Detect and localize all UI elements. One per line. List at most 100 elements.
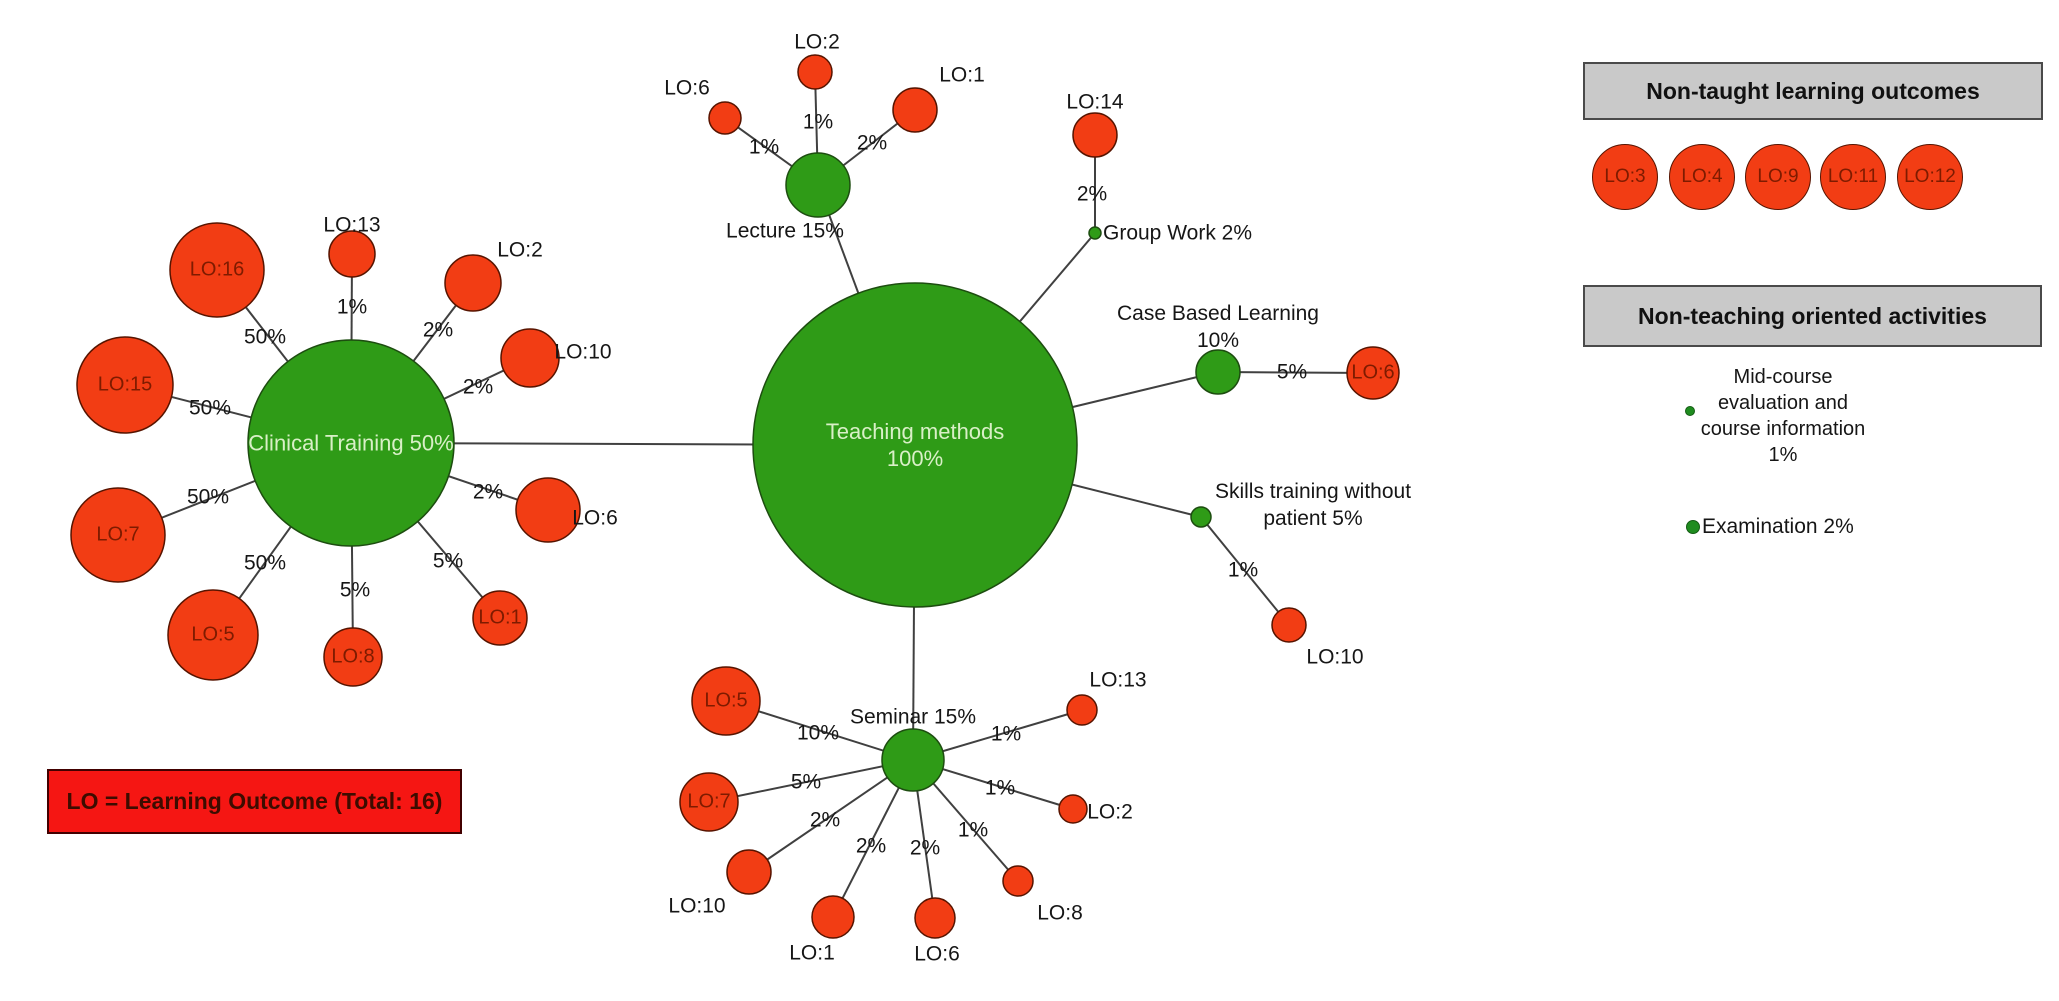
seminar-lo13-label: LO:13 — [1089, 668, 1147, 692]
lecture-lo6-label: LO:6 — [664, 76, 710, 100]
non-taught-circle-lo11: LO:11 — [1820, 144, 1886, 210]
examination-item: Examination 2% — [1702, 515, 1854, 538]
legend-box: LO = Learning Outcome (Total: 16) — [47, 769, 462, 834]
seminar-lo2-pct: 1% — [984, 776, 1016, 800]
node-case-based-learning — [1195, 349, 1241, 395]
node-teaching-methods — [752, 282, 1078, 608]
lecture-lo1-label: LO:1 — [939, 63, 985, 87]
node-clinical-lo6 — [515, 477, 581, 543]
node-group-work — [1088, 226, 1102, 240]
seminar-lo8-pct: 1% — [957, 818, 989, 842]
node-clinical-lo8 — [323, 627, 383, 687]
mid-course-dot-icon — [1685, 406, 1695, 416]
clinical-lo13-pct: 1% — [336, 295, 368, 319]
clinical-lo2-pct: 2% — [422, 318, 454, 342]
node-clinical-lo13 — [328, 230, 376, 278]
node-seminar-lo5 — [691, 666, 761, 736]
node-lecture-lo6 — [708, 101, 742, 135]
edge-seminar--seminar-lo7 — [708, 759, 914, 803]
node-clinical-lo1 — [472, 590, 528, 646]
node-seminar-lo8 — [1002, 865, 1034, 897]
seminar-lo1-pct: 2% — [855, 834, 887, 858]
non-taught-lo3-label: LO:3 — [1604, 166, 1646, 187]
seminar-lo2-label: LO:2 — [1087, 800, 1133, 824]
node-lecture-lo1 — [892, 87, 938, 133]
node-seminar-lo13 — [1066, 694, 1098, 726]
clinical-lo15-pct: 50% — [188, 396, 232, 420]
cbl-lo6-pct: 5% — [1276, 360, 1308, 384]
node-skills-lo10 — [1271, 607, 1307, 643]
seminar-lo5-pct: 10% — [796, 721, 840, 745]
seminar-lo13-pct: 1% — [990, 722, 1022, 746]
seminar-lo8-label: LO:8 — [1037, 901, 1083, 925]
skills-training-label: Skills training without patient 5% — [1214, 480, 1412, 530]
group-work-lo14-label: LO:14 — [1066, 90, 1124, 114]
node-seminar-lo6 — [914, 897, 956, 939]
lecture-label: Lecture 15% — [726, 219, 844, 243]
edge-skills-training--skills-lo10 — [1200, 516, 1290, 626]
edge-seminar--seminar-lo10 — [748, 759, 914, 873]
clinical-lo5-pct: 50% — [243, 551, 287, 575]
node-group-work-lo14 — [1072, 112, 1118, 158]
lecture-lo6-pct: 1% — [748, 135, 780, 159]
seminar-lo10-pct: 2% — [809, 808, 841, 832]
legend-text: LO = Learning Outcome (Total: 16) — [66, 788, 443, 814]
node-seminar — [881, 728, 945, 792]
clinical-lo16-pct: 50% — [243, 325, 287, 349]
node-skills-training — [1190, 506, 1212, 528]
lecture-lo1-pct: 2% — [856, 131, 888, 155]
non-taught-circle-lo12: LO:12 — [1897, 144, 1963, 210]
node-seminar-lo10 — [726, 849, 772, 895]
lecture-lo2-pct: 1% — [802, 110, 834, 134]
non-taught-lo12-label: LO:12 — [1904, 166, 1956, 187]
lecture-lo2-label: LO:2 — [794, 30, 840, 54]
node-clinical-lo15 — [76, 336, 174, 434]
mid-course-item: Mid-course evaluation and course informa… — [1700, 366, 1866, 466]
skills-lo10-label: LO:10 — [1306, 645, 1364, 669]
node-clinical-lo5 — [167, 589, 259, 681]
seminar-label: Seminar 15% — [849, 705, 977, 729]
clinical-lo7-pct: 50% — [186, 485, 230, 509]
non-taught-lo4-label: LO:4 — [1681, 166, 1723, 187]
clinical-lo6-label: LO:6 — [572, 506, 618, 530]
clinical-lo2-label: LO:2 — [497, 238, 543, 262]
non-taught-lo9-label: LO:9 — [1757, 166, 1799, 187]
seminar-lo7-pct: 5% — [790, 770, 822, 794]
node-clinical-lo7 — [70, 487, 166, 583]
clinical-lo13-label: LO:13 — [323, 213, 381, 237]
node-seminar-lo2 — [1058, 794, 1088, 824]
clinical-lo8-pct: 5% — [339, 578, 371, 602]
node-cbl-lo6 — [1346, 346, 1400, 400]
node-clinical-training — [247, 339, 455, 547]
non-taught-circle-lo9: LO:9 — [1745, 144, 1811, 210]
clinical-lo1-pct: 5% — [432, 549, 464, 573]
node-clinical-lo16 — [169, 222, 265, 318]
clinical-lo6-pct: 2% — [472, 480, 504, 504]
non-taught-circle-lo4: LO:4 — [1669, 144, 1735, 210]
non-taught-lo11-label: LO:11 — [1827, 166, 1879, 187]
case-based-learning-label: Case Based Learning 10% — [1117, 302, 1319, 352]
skills-lo10-pct: 1% — [1227, 558, 1259, 582]
node-lecture — [785, 152, 851, 218]
group-work-label: Group Work 2% — [1103, 221, 1252, 245]
non-taught-header: Non-taught learning outcomes — [1583, 62, 2043, 120]
seminar-lo6-pct: 2% — [909, 836, 941, 860]
seminar-lo1-label: LO:1 — [789, 941, 835, 965]
non-taught-circle-lo3: LO:3 — [1592, 144, 1658, 210]
non-teaching-header: Non-teaching oriented activities — [1583, 285, 2042, 347]
clinical-lo10-label: LO:10 — [554, 340, 612, 364]
seminar-lo6-label: LO:6 — [914, 942, 960, 966]
node-lecture-lo2 — [797, 54, 833, 90]
examination-dot-icon — [1686, 520, 1700, 534]
non-teaching-header-label: Non-teaching oriented activities — [1638, 302, 1987, 329]
group-work-lo14-pct: 2% — [1076, 182, 1108, 206]
seminar-lo10-label: LO:10 — [668, 894, 726, 918]
non-taught-header-label: Non-taught learning outcomes — [1646, 77, 1980, 104]
node-clinical-lo10 — [500, 328, 560, 388]
clinical-lo10-pct: 2% — [462, 375, 494, 399]
node-seminar-lo1 — [811, 895, 855, 939]
node-seminar-lo7 — [679, 772, 739, 832]
node-clinical-lo2 — [444, 254, 502, 312]
